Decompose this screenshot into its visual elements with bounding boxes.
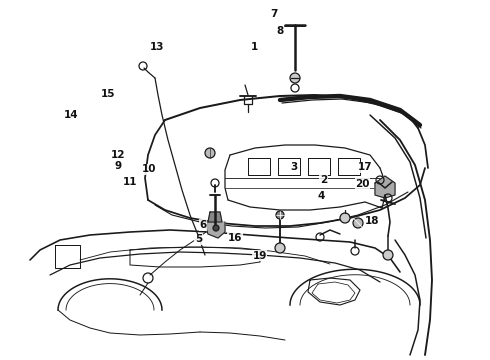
Text: 4: 4 xyxy=(317,191,325,201)
Text: 13: 13 xyxy=(149,42,164,52)
Text: 17: 17 xyxy=(358,162,372,172)
Circle shape xyxy=(205,148,215,158)
Text: 2: 2 xyxy=(320,175,327,185)
Circle shape xyxy=(290,73,300,83)
Text: 12: 12 xyxy=(110,150,125,160)
Text: 9: 9 xyxy=(114,161,121,171)
Text: 14: 14 xyxy=(64,110,78,120)
Circle shape xyxy=(275,243,285,253)
Polygon shape xyxy=(375,176,395,198)
Text: 16: 16 xyxy=(228,233,243,243)
Text: 1: 1 xyxy=(251,42,258,52)
Circle shape xyxy=(213,225,219,231)
Text: 18: 18 xyxy=(365,216,380,226)
Text: 19: 19 xyxy=(252,251,267,261)
Polygon shape xyxy=(208,212,222,222)
Text: 5: 5 xyxy=(195,234,202,244)
Text: 15: 15 xyxy=(100,89,115,99)
Text: 8: 8 xyxy=(277,26,284,36)
Text: 20: 20 xyxy=(355,179,370,189)
Polygon shape xyxy=(205,222,225,238)
Text: 6: 6 xyxy=(200,220,207,230)
Text: 7: 7 xyxy=(270,9,278,19)
Text: 11: 11 xyxy=(122,177,137,187)
Circle shape xyxy=(353,218,363,228)
Circle shape xyxy=(340,213,350,223)
Text: 10: 10 xyxy=(142,164,157,174)
Circle shape xyxy=(383,250,393,260)
Circle shape xyxy=(276,211,284,219)
Text: 3: 3 xyxy=(291,162,297,172)
